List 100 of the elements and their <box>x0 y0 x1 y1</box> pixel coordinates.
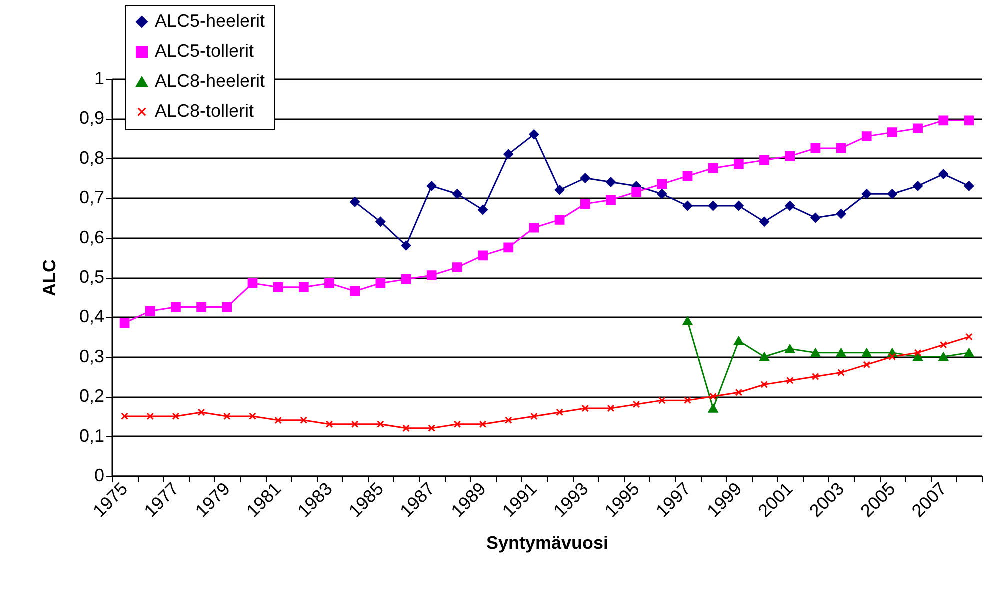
point <box>580 199 590 209</box>
point <box>708 404 718 413</box>
point <box>530 412 538 420</box>
point <box>836 209 846 219</box>
point <box>708 163 718 174</box>
y-tick-label: 0,6 <box>79 227 104 248</box>
point <box>172 412 180 420</box>
point <box>708 201 718 211</box>
point <box>478 205 488 215</box>
point <box>376 278 386 288</box>
point <box>554 215 565 225</box>
point <box>760 155 770 166</box>
point <box>428 424 436 432</box>
legend-label: ALC5-heelerit <box>155 11 266 31</box>
point <box>862 348 872 358</box>
point <box>479 420 487 428</box>
point <box>785 151 796 162</box>
point <box>862 132 872 142</box>
point <box>273 282 284 292</box>
point <box>760 352 770 362</box>
point <box>504 242 514 253</box>
y-tick-label: 0,7 <box>79 188 104 208</box>
y-tick-label: 0,8 <box>79 148 104 168</box>
y-tick-label: 0,9 <box>79 108 104 128</box>
point <box>913 124 923 134</box>
point <box>966 333 973 341</box>
point <box>402 424 410 432</box>
point <box>223 412 231 420</box>
point <box>810 213 821 223</box>
point <box>658 396 666 404</box>
point <box>146 412 154 420</box>
point <box>529 222 540 233</box>
point <box>504 416 512 424</box>
point <box>120 318 130 328</box>
point <box>862 189 872 200</box>
point <box>940 341 948 349</box>
x-axis-title: Syntymävuosi <box>486 533 609 554</box>
point <box>785 344 796 354</box>
point <box>838 369 845 376</box>
point <box>684 396 692 404</box>
point <box>913 181 923 192</box>
y-tick-label: 0,3 <box>79 346 104 366</box>
point <box>810 144 821 154</box>
y-tick-label: 0,4 <box>79 306 104 327</box>
point <box>682 201 693 211</box>
point <box>632 187 642 198</box>
point <box>710 392 717 400</box>
point <box>964 181 974 192</box>
point <box>606 177 616 188</box>
y-tick-label: 0 <box>94 466 104 486</box>
point <box>529 130 540 140</box>
point <box>222 302 232 312</box>
point <box>734 336 744 346</box>
point <box>376 216 386 227</box>
point <box>682 171 693 182</box>
point <box>121 412 128 420</box>
point <box>401 274 412 284</box>
point <box>426 181 437 192</box>
legend-label: ALC8-tollerit <box>155 101 254 121</box>
point <box>145 306 156 316</box>
point <box>812 373 820 380</box>
point <box>554 185 565 196</box>
point <box>785 201 796 211</box>
point <box>582 404 590 412</box>
point <box>863 361 871 369</box>
point <box>504 149 514 160</box>
point <box>452 189 462 200</box>
point <box>735 388 743 396</box>
legend-label: ALC8-heelerit <box>155 71 266 91</box>
point <box>249 412 256 420</box>
y-axis-title: ALC <box>39 260 60 296</box>
point <box>452 262 462 273</box>
y-tick-label: 0,5 <box>79 267 104 287</box>
point <box>888 189 898 200</box>
point <box>836 144 846 154</box>
point <box>478 250 488 261</box>
point <box>351 420 359 428</box>
point <box>326 420 334 428</box>
point <box>938 169 949 180</box>
point <box>298 282 309 292</box>
y-tick-label: 0,1 <box>79 426 104 446</box>
point <box>580 173 590 184</box>
point <box>810 348 821 358</box>
point <box>888 353 896 361</box>
point <box>556 408 564 416</box>
point <box>196 302 206 312</box>
point <box>350 197 360 208</box>
point <box>454 420 462 428</box>
point <box>682 316 693 326</box>
point <box>350 286 360 296</box>
point <box>657 189 668 200</box>
point <box>377 420 384 428</box>
point <box>786 377 794 384</box>
point <box>401 240 412 251</box>
point <box>836 348 846 358</box>
point <box>964 348 974 358</box>
point <box>913 352 923 362</box>
point <box>171 302 181 312</box>
point <box>760 216 770 227</box>
y-tick-label: 0,2 <box>79 386 104 406</box>
